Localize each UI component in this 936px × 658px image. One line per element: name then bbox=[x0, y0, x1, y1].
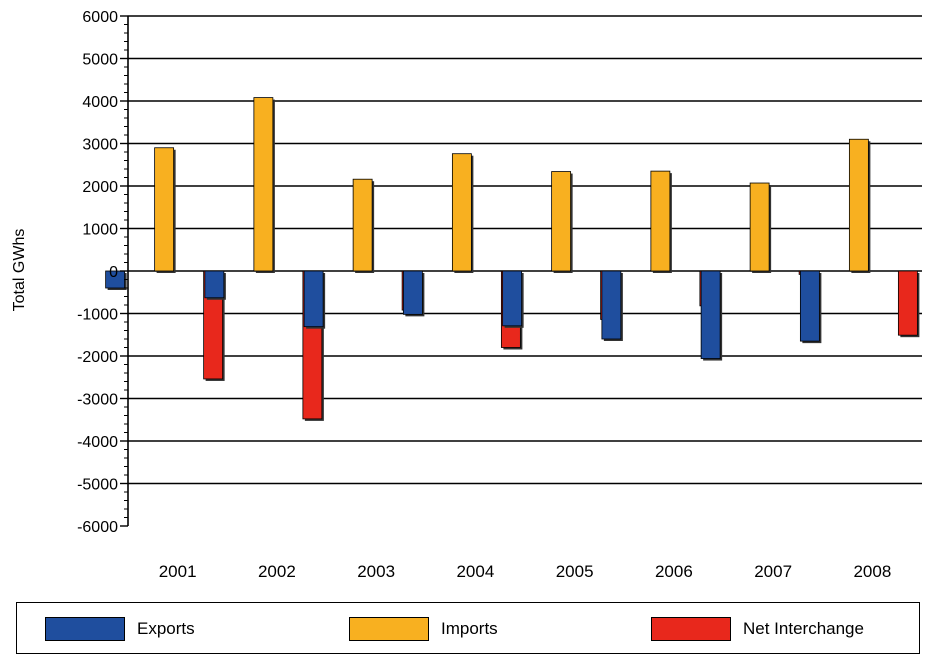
legend-item-exports: Exports bbox=[45, 603, 195, 655]
y-tick-label: 4000 bbox=[82, 94, 118, 111]
x-tick-label: 2004 bbox=[456, 562, 494, 581]
bar-exports bbox=[601, 270, 622, 340]
y-tick-label: 3000 bbox=[82, 137, 118, 154]
bar-exports bbox=[204, 270, 225, 299]
y-tick-label: -6000 bbox=[77, 519, 118, 536]
x-tick-label: 2001 bbox=[159, 562, 197, 581]
legend-label-exports: Exports bbox=[137, 619, 195, 638]
legend-swatch-imports bbox=[349, 617, 429, 641]
x-tick-label: 2008 bbox=[853, 562, 891, 581]
x-tick-label: 2003 bbox=[357, 562, 395, 581]
bar-imports bbox=[451, 153, 472, 272]
y-axis-label: Total GWhs bbox=[11, 229, 28, 312]
y-tick-label: -4000 bbox=[77, 434, 118, 451]
y-tick-label: 0 bbox=[109, 264, 118, 281]
y-tick-label: -1000 bbox=[77, 307, 118, 324]
y-tick-label: 2000 bbox=[82, 179, 118, 196]
axes bbox=[120, 15, 129, 527]
y-tick-label: 1000 bbox=[82, 222, 118, 239]
y-tick-label: 5000 bbox=[82, 52, 118, 69]
y-tick-label: -2000 bbox=[77, 349, 118, 366]
bar-imports bbox=[154, 147, 175, 272]
y-tick-label: 6000 bbox=[82, 9, 118, 26]
bar-exports bbox=[502, 270, 523, 327]
x-tick-label: 2006 bbox=[655, 562, 693, 581]
x-tick-label: 2007 bbox=[754, 562, 792, 581]
bar-exports bbox=[402, 270, 423, 315]
legend-swatch-exports bbox=[45, 617, 125, 641]
legend-label-imports: Imports bbox=[441, 619, 498, 638]
bar-exports bbox=[799, 270, 820, 342]
gridlines bbox=[128, 15, 922, 485]
x-tick-label: 2005 bbox=[556, 562, 594, 581]
bar-imports bbox=[650, 170, 671, 272]
bar-net-interchange bbox=[897, 270, 918, 336]
bar-chart: 6000 5000 4000 3000 2000 1000 0 -1000 -2000 -3000… bbox=[11, 9, 922, 581]
bar-exports bbox=[303, 270, 324, 328]
bar-imports bbox=[848, 138, 869, 272]
legend-swatch-net-interchange bbox=[651, 617, 731, 641]
bars bbox=[105, 97, 920, 421]
bar-imports bbox=[749, 182, 770, 272]
y-tick-label: -3000 bbox=[77, 392, 118, 409]
bar-imports bbox=[352, 178, 373, 272]
y-tick-label: -5000 bbox=[77, 477, 118, 494]
legend-item-net-interchange: Net Interchange bbox=[651, 603, 864, 655]
legend-label-net-interchange: Net Interchange bbox=[743, 619, 864, 638]
bar-imports bbox=[253, 97, 274, 272]
x-tick-label: 2002 bbox=[258, 562, 296, 581]
bar-imports bbox=[551, 171, 572, 272]
legend-item-imports: Imports bbox=[349, 603, 498, 655]
tick-labels: 6000 5000 4000 3000 2000 1000 0 -1000 -2000 -3000… bbox=[77, 9, 891, 581]
legend: Exports Imports Net Interchange bbox=[16, 602, 920, 654]
bar-exports bbox=[700, 270, 721, 359]
